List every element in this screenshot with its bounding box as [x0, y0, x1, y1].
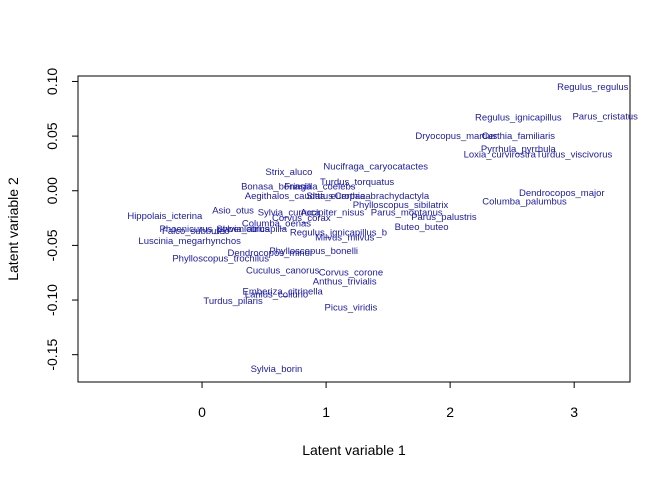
y-tick-label: -0.05 — [44, 229, 60, 261]
point-label: Phylloscopus_sibilatrix — [353, 200, 449, 211]
x-tick-label: 3 — [570, 404, 578, 420]
point-label: Accipiter_nisus — [300, 208, 364, 219]
point-label: Regulus_ignicapillus — [475, 113, 562, 124]
point-label: Dendrocopos_minor — [227, 248, 313, 259]
y-tick-label: 0.05 — [44, 122, 60, 149]
point-label: Picus_viridis — [325, 303, 378, 314]
point-label: Parus_palustris — [411, 212, 477, 223]
point-label: Lanius_collurio — [245, 290, 308, 301]
point-label: Parus_montanus — [371, 208, 443, 219]
x-axis: 0 1 2 3 — [198, 382, 578, 420]
point-label: Sylvia_curruca — [258, 208, 321, 219]
x-axis-title: Latent variable 1 — [302, 442, 406, 458]
point-label: Dryocopus_martius — [415, 131, 497, 142]
point-label: Milvus_milvus — [315, 233, 374, 244]
point-label: Turdus_torquatus — [320, 177, 394, 188]
point-label: Luscinia_megarhynchos — [138, 236, 241, 247]
point-label: Fringilla_coelebs — [284, 181, 356, 192]
point-label: Nucifraga_caryocatactes — [323, 162, 428, 173]
point-label: Hippolais_icterina — [127, 211, 203, 222]
y-axis: -0.15 -0.10 -0.05 0.00 0.05 0.10 — [44, 68, 78, 371]
point-label: Phylloscopus_trochilus — [172, 254, 269, 265]
point-label: Sylvia_borin — [251, 364, 303, 375]
point-label: Parus_cristatus — [572, 111, 638, 122]
point-label: Regulus_ignicapillus_b — [290, 227, 387, 238]
point-label: Corvus_corax — [272, 213, 331, 224]
point-label: Sylvia_atricapilla — [216, 224, 287, 235]
point-label: Turdus_pilaris — [203, 296, 263, 307]
point-label: Buteo_buteo — [395, 222, 449, 233]
point-label: Emberiza_citrinella — [243, 286, 324, 297]
x-tick-label: 2 — [446, 404, 454, 420]
point-label: Cuculus_canorus — [246, 266, 320, 277]
plot-area-box — [77, 75, 631, 383]
y-tick-label: -0.10 — [44, 284, 60, 316]
point-label: Corvus_corone — [319, 268, 383, 279]
point-label: Sitta_europaea — [306, 191, 371, 202]
y-tick-label: -0.15 — [44, 339, 60, 371]
point-label: Phylloscopus_bonelli — [269, 246, 358, 257]
point-label: Loxia_curvirostra — [464, 150, 537, 161]
y-tick-label: 0.10 — [44, 68, 60, 95]
point-label: Asio_otus — [212, 205, 254, 216]
point-label: Columba_palumbus — [482, 197, 567, 208]
point-labels: Regulus_regulus Parus_cristatus Regulus_ig… — [127, 82, 638, 375]
point-label: Phoenicurus_phoenicurus — [160, 224, 270, 235]
point-label: Aegithalos_caudatus — [245, 191, 333, 202]
point-label: Certhia_familiaris — [482, 131, 556, 142]
y-tick-label: 0.00 — [44, 177, 60, 204]
point-label: Certhia_brachydactyla — [335, 191, 430, 202]
y-axis-title: Latent variable 2 — [5, 177, 21, 281]
point-label: Pyrrhula_pyrrhula — [481, 144, 557, 155]
point-label: Dendrocopos_major — [519, 188, 605, 199]
point-label: Regulus_regulus — [557, 82, 629, 93]
x-tick-label: 1 — [322, 404, 330, 420]
point-label: Strix_aluco — [265, 167, 312, 178]
point-label: Turdus_viscivorus — [536, 150, 612, 161]
point-label: Bonasa_bonasia — [241, 181, 312, 192]
point-label: Falco_subbuteo — [162, 226, 230, 237]
point-label: Columba_oenas — [242, 219, 311, 230]
x-tick-label: 0 — [198, 404, 206, 420]
point-label: Anthus_trivialis — [313, 276, 377, 287]
